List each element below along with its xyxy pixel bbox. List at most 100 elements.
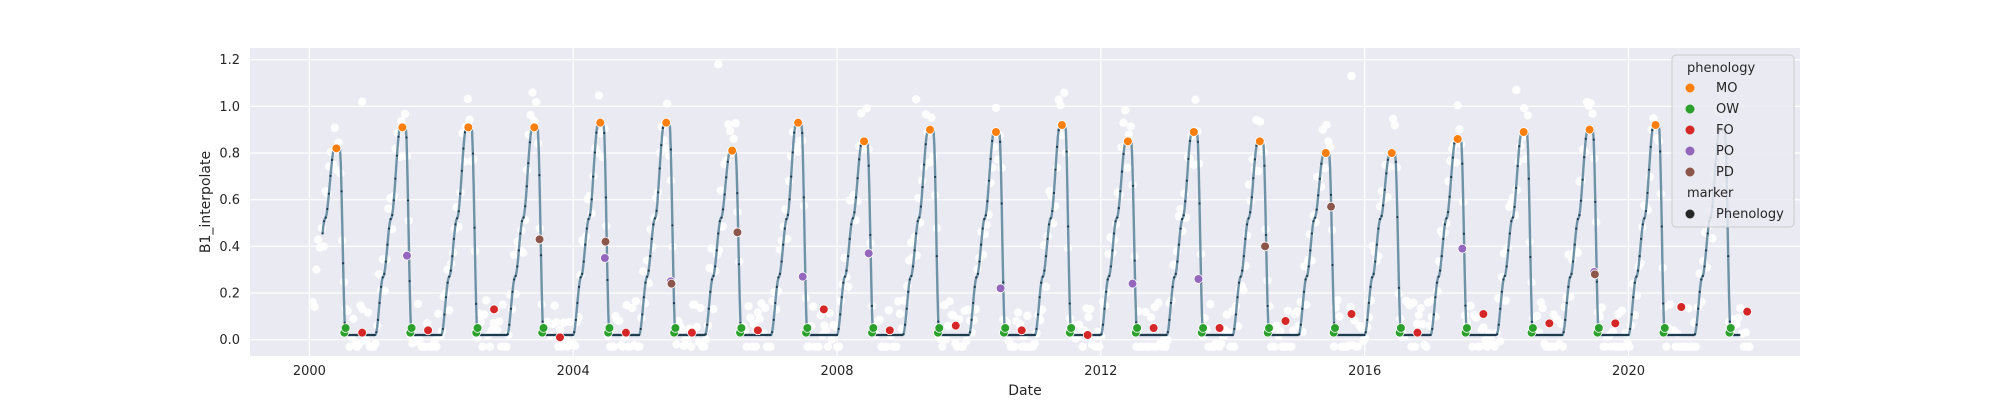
interpolated-dot xyxy=(752,333,755,337)
interpolated-dot xyxy=(1348,333,1352,337)
interpolated-dot xyxy=(763,333,766,337)
interpolated-dot xyxy=(1602,333,1605,337)
interpolated-dot xyxy=(1029,333,1032,337)
interpolated-dot xyxy=(892,333,896,337)
interpolated-dot xyxy=(1013,333,1016,337)
y-tick-label: 0.8 xyxy=(219,147,240,162)
interpolated-dot xyxy=(960,333,964,337)
interpolated-dot xyxy=(1364,331,1367,334)
x-axis-label: Date xyxy=(1008,383,1041,399)
interpolated-dot xyxy=(987,179,991,182)
interpolated-dot xyxy=(943,333,946,337)
interpolated-dot xyxy=(1668,333,1671,337)
raw-point xyxy=(1095,342,1104,351)
raw-point xyxy=(1495,337,1505,346)
interpolated-dot xyxy=(574,318,577,321)
phenology-marker-pd xyxy=(600,236,611,247)
interpolated-dot xyxy=(1366,318,1369,321)
interpolated-dot xyxy=(714,265,717,268)
interpolated-dot xyxy=(991,139,994,143)
interpolated-dot xyxy=(777,276,780,279)
interpolated-dot xyxy=(780,260,783,263)
interpolated-dot xyxy=(1150,333,1154,337)
raw-point xyxy=(821,325,831,335)
raw-point xyxy=(1244,180,1254,189)
interpolated-dot xyxy=(979,243,983,246)
raw-point xyxy=(1558,342,1568,351)
interpolated-dot xyxy=(1437,275,1440,278)
interpolated-dot xyxy=(683,333,687,337)
raw-point xyxy=(518,248,528,257)
legend-entry-pd: PD xyxy=(1685,165,1734,180)
interpolated-dot xyxy=(699,333,702,337)
raw-point xyxy=(1010,342,1019,351)
interpolated-dot xyxy=(1345,333,1348,337)
raw-point xyxy=(766,342,775,351)
interpolated-dot xyxy=(826,333,829,337)
interpolated-dot xyxy=(924,143,927,146)
interpolated-dot xyxy=(1293,333,1296,337)
interpolated-dot xyxy=(1307,265,1310,268)
raw-point xyxy=(570,341,580,350)
raw-point xyxy=(1084,312,1093,322)
interpolated-dot xyxy=(661,126,664,130)
raw-point xyxy=(1519,103,1529,113)
interpolated-dot xyxy=(1112,232,1116,235)
interpolated-dot xyxy=(1010,333,1013,337)
raw-point xyxy=(1085,304,1095,314)
interpolated-dot xyxy=(1249,211,1252,214)
raw-point xyxy=(982,220,991,230)
interpolated-dot xyxy=(1011,333,1014,337)
raw-point xyxy=(319,242,328,251)
interpolated-dot xyxy=(1628,327,1632,331)
raw-point xyxy=(343,306,352,316)
raw-point xyxy=(413,299,423,309)
interpolated-dot xyxy=(753,333,756,337)
interpolated-dot xyxy=(1049,217,1052,220)
interpolated-dot xyxy=(1057,129,1060,132)
interpolated-dot xyxy=(1488,333,1491,337)
interpolated-dot xyxy=(1554,333,1557,337)
raw-point xyxy=(751,342,761,351)
interpolated-dot xyxy=(593,151,596,154)
raw-point xyxy=(415,335,424,345)
interpolated-dot xyxy=(1660,225,1663,228)
phenology-marker-mo xyxy=(1386,148,1397,158)
phenology-marker-po xyxy=(797,271,808,282)
interpolated-dot xyxy=(1484,333,1488,337)
interpolated-dot xyxy=(1340,333,1344,337)
interpolated-dot xyxy=(1217,333,1220,337)
interpolated-dot xyxy=(489,333,492,337)
phenology-marker-po xyxy=(1193,274,1204,284)
interpolated-dot xyxy=(957,333,961,337)
interpolated-dot xyxy=(565,333,568,337)
interpolated-dot xyxy=(587,217,590,221)
interpolated-dot xyxy=(1117,207,1120,210)
interpolated-dot xyxy=(1480,333,1483,337)
interpolated-dot xyxy=(935,254,938,258)
raw-point xyxy=(716,186,726,195)
interpolated-dot xyxy=(1236,296,1239,299)
interpolated-dot xyxy=(1247,217,1250,220)
interpolated-dot xyxy=(549,333,552,337)
interpolated-dot xyxy=(452,237,456,240)
interpolated-dot xyxy=(1141,333,1144,337)
raw-point xyxy=(310,302,319,311)
interpolated-dot xyxy=(636,333,639,337)
interpolated-dot xyxy=(1421,333,1424,337)
legend-marker-po xyxy=(1685,146,1695,156)
interpolated-dot xyxy=(1339,333,1342,337)
interpolated-dot xyxy=(1464,304,1467,307)
interpolated-dot xyxy=(511,290,514,293)
interpolated-dot xyxy=(834,333,837,337)
interpolated-dot xyxy=(921,186,924,189)
interpolated-dot xyxy=(1432,313,1435,316)
phenology-marker-pd xyxy=(1326,201,1336,212)
interpolated-dot xyxy=(1155,333,1158,337)
interpolated-dot xyxy=(378,301,381,305)
phenology-marker-fo xyxy=(687,327,697,338)
outlier-point xyxy=(357,97,367,106)
interpolated-dot xyxy=(1435,281,1439,284)
interpolated-dot xyxy=(606,278,609,282)
interpolated-dot xyxy=(1635,275,1638,278)
